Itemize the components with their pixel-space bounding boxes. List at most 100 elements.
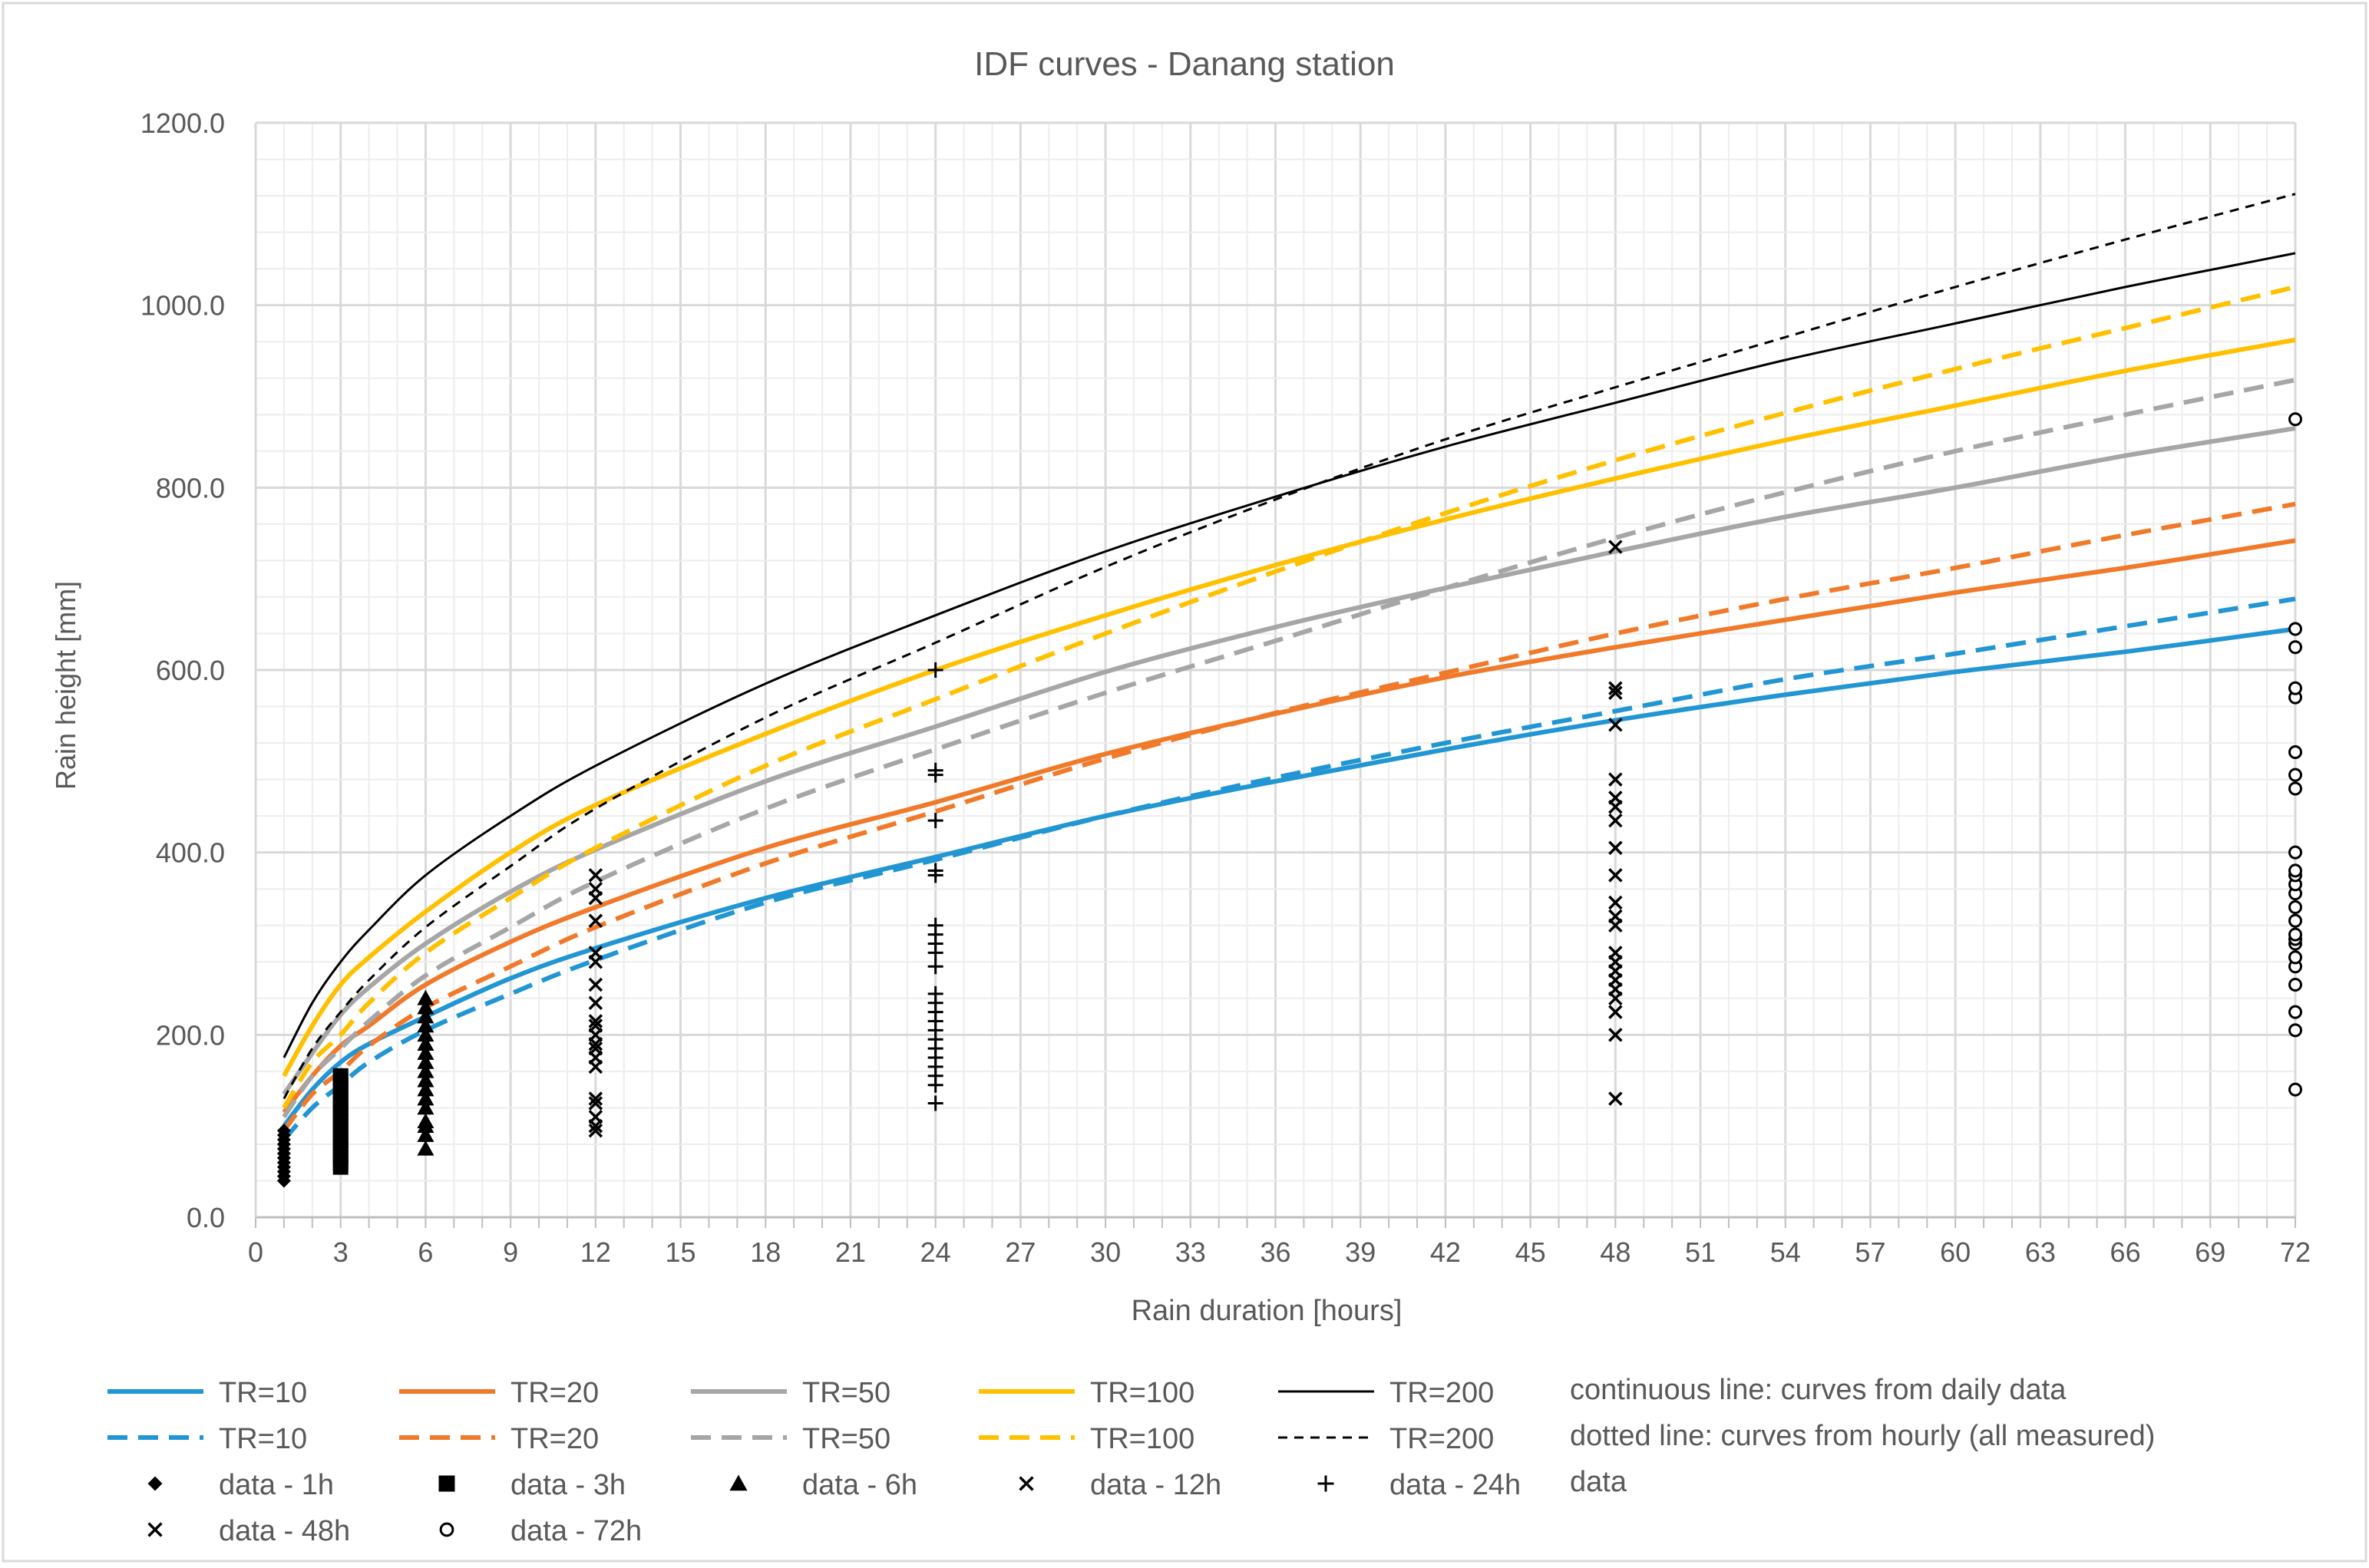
data-point-12h	[588, 881, 603, 896]
legend-label: TR=20	[510, 1423, 599, 1455]
legend-label: data - 24h	[1389, 1469, 1521, 1501]
data-point-24h	[927, 863, 943, 879]
data-point-12h	[588, 913, 603, 929]
data-point-72h	[2288, 950, 2302, 965]
x-tick-label: 45	[1515, 1236, 1546, 1268]
x-tick-label: 57	[1855, 1236, 1885, 1268]
x-tick-label: 0	[248, 1236, 263, 1268]
legend-label: TR=200	[1389, 1377, 1494, 1409]
legend-label: data - 48h	[219, 1515, 350, 1547]
legend-label: TR=50	[802, 1377, 890, 1409]
data-point-72h	[2288, 900, 2302, 914]
data-point-6h	[417, 1017, 434, 1033]
legend-marker	[729, 1474, 748, 1491]
data-point-72h	[2288, 781, 2302, 796]
data-point-12h	[588, 1018, 603, 1033]
x-tick-label: 60	[1940, 1236, 1971, 1268]
data-point-6h	[417, 1008, 434, 1024]
data-point-48h	[1608, 813, 1623, 828]
legend-note: dotted line: curves from hourly (all mea…	[1570, 1420, 2155, 1452]
data-point-48h	[1608, 909, 1623, 924]
legend-label: data - 3h	[510, 1469, 626, 1501]
legend: TR=10 TR=20 TR=50 TR=100 TR=200 TR=10 TR=20 TR=…	[107, 1374, 2155, 1547]
chart-title: IDF curves - Danang station	[974, 45, 1395, 83]
data-point-6h	[417, 1035, 434, 1051]
x-tick-label: 15	[666, 1236, 696, 1268]
y-tick-label: 600.0	[156, 655, 225, 686]
series-line-tr200-daily	[282, 252, 2296, 1058]
data-point-6h	[417, 989, 434, 1005]
x-axis-label: Rain duration [hours]	[1132, 1295, 1403, 1327]
data-point-6h	[417, 1113, 434, 1129]
legend-label: TR=10	[219, 1377, 307, 1409]
x-tick-label: 33	[1175, 1236, 1206, 1268]
data-point-6h	[417, 1140, 434, 1156]
data-point-48h	[1608, 681, 1623, 696]
x-tick-label: 63	[2025, 1236, 2056, 1268]
data-point-12h	[588, 1091, 603, 1106]
y-tick-label: 800.0	[156, 472, 225, 503]
data-point-48h	[1608, 718, 1623, 732]
data-point-6h	[417, 1071, 434, 1088]
data-point-48h	[1608, 791, 1623, 805]
legend-label: TR=100	[1090, 1423, 1194, 1455]
data-point-6h	[417, 1090, 434, 1106]
legend-marker	[1317, 1475, 1334, 1492]
data-point-72h	[2288, 927, 2302, 942]
data-point-72h	[2288, 845, 2302, 860]
y-tick-label: 0.0	[187, 1202, 225, 1233]
data-point-24h	[927, 917, 943, 933]
data-point-6h	[417, 1026, 434, 1042]
series-line-tr50-daily	[282, 426, 2296, 1096]
legend-marker	[147, 1522, 163, 1537]
data-point-48h	[1608, 1005, 1623, 1019]
x-tick-label: 3	[333, 1236, 349, 1268]
data-point-48h	[1608, 946, 1623, 960]
x-tick-label: 9	[503, 1236, 518, 1268]
data-point-72h	[2288, 977, 2302, 992]
data-point-12h	[588, 1110, 603, 1124]
data-point-6h	[417, 1062, 434, 1078]
y-tick-label: 1000.0	[140, 290, 225, 322]
data-point-72h	[2288, 681, 2302, 695]
data-point-6h	[417, 1045, 434, 1060]
legend-marker	[439, 1522, 454, 1537]
data-point-72h	[2288, 744, 2302, 759]
x-tick-label: 18	[750, 1236, 781, 1268]
y-tick-label: 400.0	[156, 837, 225, 869]
legend-marker	[438, 1475, 455, 1492]
data-point-48h	[1608, 868, 1623, 883]
data-point-12h	[588, 1014, 603, 1028]
data-point-12h	[588, 1041, 603, 1056]
legend-marker	[1019, 1476, 1034, 1491]
data-point-24h	[927, 959, 943, 975]
x-tick-label: 36	[1260, 1236, 1290, 1268]
legend-label: TR=100	[1090, 1377, 1194, 1409]
series-line-tr50-hourly	[282, 378, 2296, 1119]
data-point-6h	[417, 1127, 434, 1142]
data-point-72h	[2288, 640, 2302, 655]
data-point-24h	[927, 813, 943, 829]
x-tick-label: 66	[2110, 1236, 2141, 1268]
data-point-12h	[588, 1096, 603, 1111]
x-tick-label: 30	[1090, 1236, 1121, 1268]
x-tick-label: 27	[1005, 1236, 1036, 1268]
legend-label: data - 72h	[510, 1515, 642, 1547]
data-point-6h	[417, 1081, 434, 1097]
data-points	[276, 412, 2302, 1188]
data-point-48h	[1608, 772, 1623, 787]
x-tick-label: 24	[920, 1236, 951, 1268]
data-point-12h	[588, 977, 603, 992]
data-point-72h	[2288, 1023, 2302, 1038]
x-tick-label: 69	[2195, 1236, 2225, 1268]
data-point-72h	[2288, 767, 2302, 782]
data-point-48h	[1608, 1028, 1623, 1042]
data-point-6h	[417, 1099, 434, 1115]
x-tick-label: 48	[1600, 1236, 1631, 1268]
data-point-72h	[2288, 863, 2302, 878]
legend-marker	[147, 1476, 163, 1491]
data-point-24h	[927, 1095, 943, 1111]
x-tick-label: 72	[2280, 1236, 2311, 1268]
